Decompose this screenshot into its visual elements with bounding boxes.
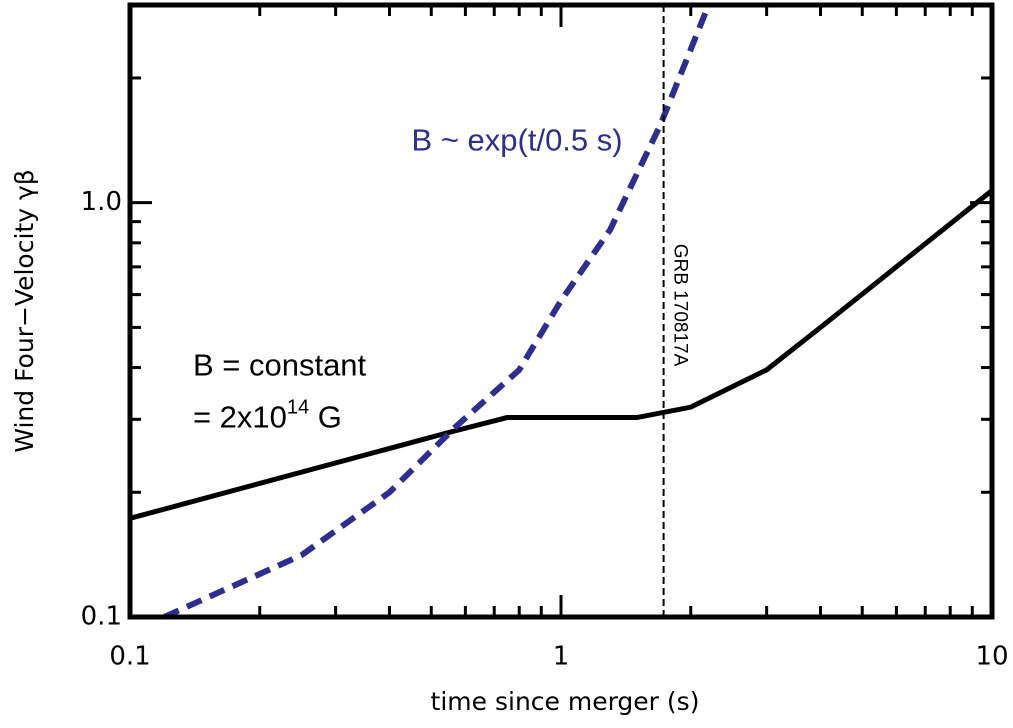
annotation-part: 14 — [287, 397, 309, 419]
x-tick-label: 0.1 — [109, 642, 150, 672]
plot-frame — [127, 2, 995, 620]
y-tick-label: 1.0 — [81, 187, 122, 217]
annotation: B ~ exp(t/0.5 s) — [412, 122, 623, 157]
data-line — [162, 5, 712, 617]
y-axis-label: Wind Four−Velocity γβ — [10, 169, 39, 452]
x-tick-label: 1 — [553, 642, 570, 672]
annotation: B = constant — [193, 348, 367, 383]
reference-label: GRB 170817A — [670, 244, 691, 367]
annotation: = 2x1014 G — [193, 397, 342, 435]
y-tick-label: 0.1 — [81, 602, 122, 632]
x-tick-label: 10 — [975, 642, 1008, 672]
x-axis-label: time since merger (s) — [431, 687, 700, 716]
annotation-part: = 2x10 — [193, 400, 287, 435]
annotation-part: G — [309, 400, 342, 435]
